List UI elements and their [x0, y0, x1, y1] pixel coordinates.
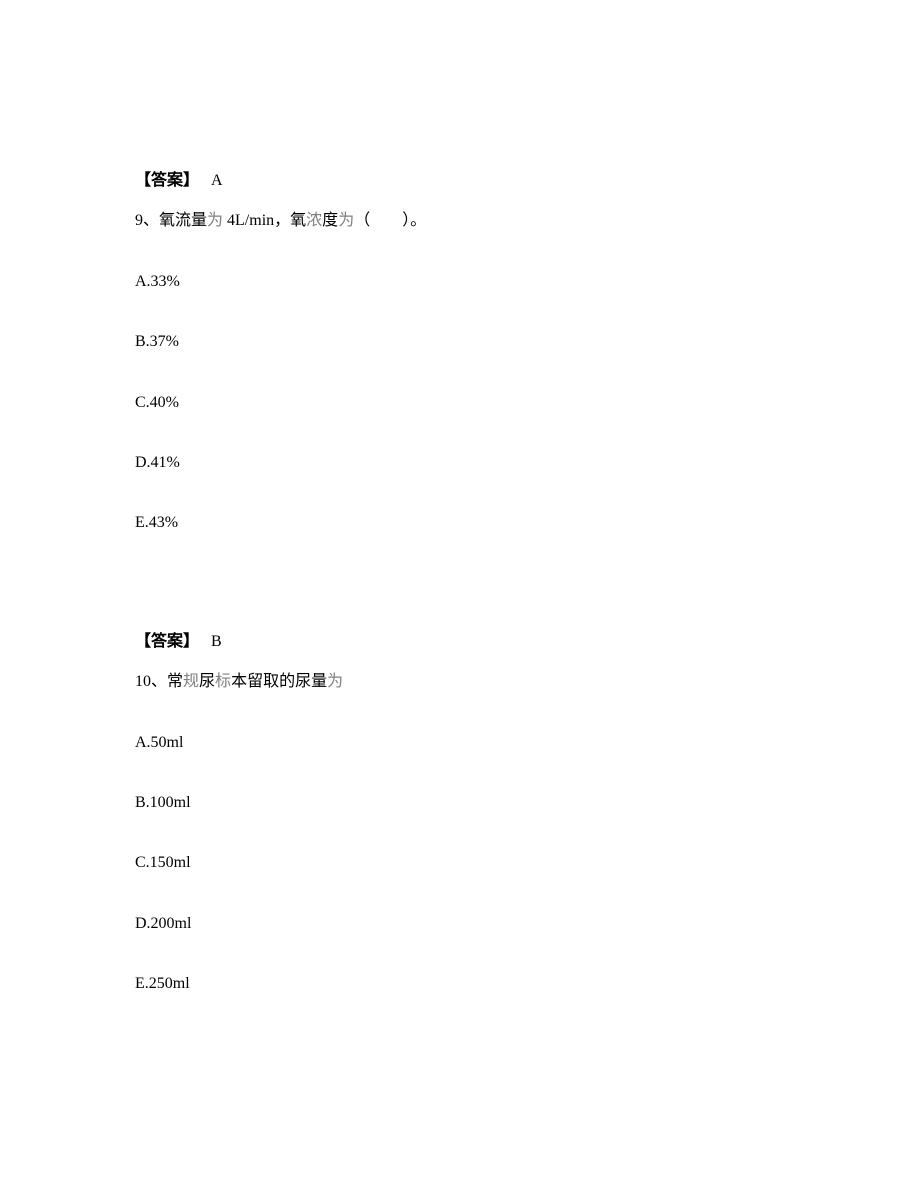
q10-option-a: A.50ml — [135, 732, 785, 754]
q9-option-b: B.37% — [135, 331, 785, 353]
q10-option-c: C.150ml — [135, 852, 785, 874]
q9-answer-label: 【答案】 — [135, 633, 199, 650]
q9-answer-line: 【答案】 B — [135, 631, 785, 653]
spacer — [135, 573, 785, 631]
q9-option-e: E.43% — [135, 512, 785, 534]
q9-stem-mid2: 度 — [322, 212, 338, 229]
q9-stem-suffix: （ ）。 — [354, 212, 426, 229]
q8-answer-label: 【答案】 — [135, 172, 199, 189]
q9-stem-gray2: 浓 — [306, 212, 322, 229]
document-page: 【答案】A 9、氧流量为 4L/min，氧浓度为（ ）。 A.33% B.37%… — [0, 0, 920, 995]
q10-stem-prefix: 10、常 — [135, 673, 183, 690]
q9-stem-gray3: 为 — [338, 212, 354, 229]
q9-stem-gray1: 为 — [207, 212, 223, 229]
q10-option-e: E.250ml — [135, 973, 785, 995]
q9-option-a: A.33% — [135, 271, 785, 293]
q9-option-c: C.40% — [135, 392, 785, 414]
q9-answer-letter: B — [211, 633, 222, 650]
q9-option-d: D.41% — [135, 452, 785, 474]
q8-answer-letter: A — [211, 172, 223, 189]
q10-stem-gray1: 规 — [183, 673, 199, 690]
q10-stem-mid1: 尿 — [199, 673, 215, 690]
q10-stem-gray3: 为 — [327, 673, 343, 690]
q10-stem-mid2: 本留取的尿量 — [231, 673, 327, 690]
q10-option-b: B.100ml — [135, 792, 785, 814]
q10-option-d: D.200ml — [135, 913, 785, 935]
q10-stem-gray2: 标 — [215, 673, 231, 690]
q9-stem-text: 9、氧流量 — [135, 212, 207, 229]
q10-stem: 10、常规尿标本留取的尿量为 — [135, 671, 785, 693]
q9-stem-mid: 4L/min，氧 — [223, 212, 306, 229]
q9-stem: 9、氧流量为 4L/min，氧浓度为（ ）。 — [135, 210, 785, 232]
q8-answer-line: 【答案】 A — [135, 170, 785, 192]
